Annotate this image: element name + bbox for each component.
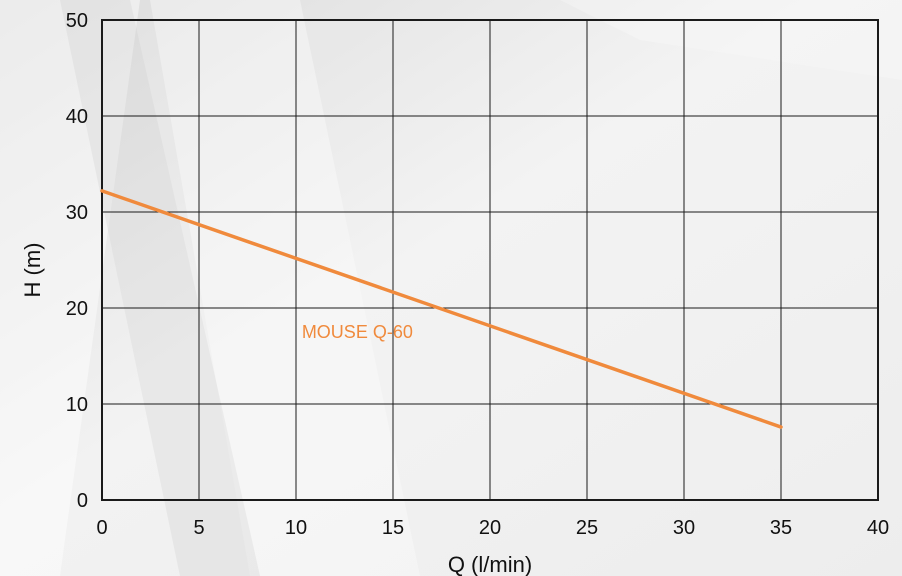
x-tick-label: 15: [382, 517, 404, 539]
y-tick-label: 0: [77, 490, 88, 512]
y-tick-label: 50: [66, 10, 88, 32]
x-tick-label: 25: [576, 517, 598, 539]
series-layer: [100, 189, 783, 429]
x-tick-label: 20: [479, 517, 501, 539]
x-tick-label: 30: [673, 517, 695, 539]
y-tick-label: 40: [66, 106, 88, 128]
series-label-mouse-q-60: MOUSE Q-60: [302, 322, 413, 342]
y-axis-label: H (m): [20, 243, 45, 298]
x-tick-label: 35: [770, 517, 792, 539]
y-tick-label: 20: [66, 298, 88, 320]
y-tick-label: 30: [66, 202, 88, 224]
x-tick-label: 40: [867, 517, 889, 539]
series-line-mouse-q-60: [100, 189, 783, 429]
tick-labels: 0 5 10 15 20 25 30 35 40 0 10 20 30 40 50: [66, 10, 889, 539]
x-axis-label: Q (l/min): [448, 552, 532, 576]
y-tick-label: 10: [66, 394, 88, 416]
x-tick-label: 10: [285, 517, 307, 539]
x-tick-label: 0: [96, 517, 107, 539]
x-tick-label: 5: [193, 517, 204, 539]
